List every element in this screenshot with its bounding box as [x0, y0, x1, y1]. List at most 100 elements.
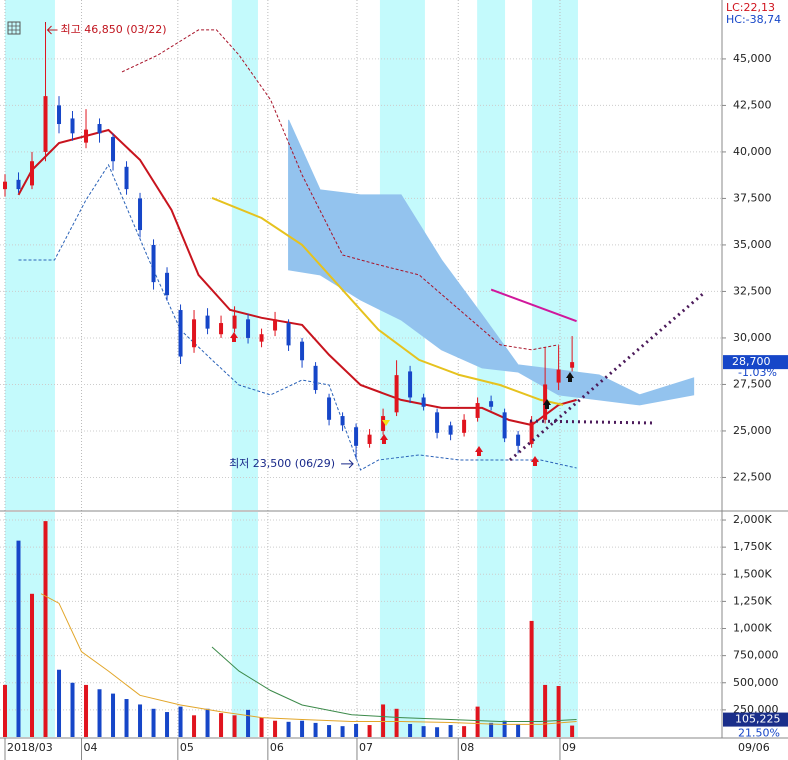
signal-arrow: [566, 372, 574, 382]
price-label: 28,700: [732, 355, 771, 368]
y-tick-label: 25,000: [733, 424, 772, 437]
y-tick-label: 32,500: [733, 284, 772, 297]
candle-body: [273, 319, 278, 331]
volume-bar: [327, 725, 332, 737]
buy-arrow: [230, 332, 238, 342]
volume-bar: [529, 620, 534, 737]
volume-bar: [97, 689, 102, 737]
volume-bar: [232, 715, 237, 737]
volume-bar: [151, 708, 156, 737]
volume-bar: [30, 593, 35, 737]
volume-bar: [219, 713, 224, 737]
change-label: -1.03%: [738, 366, 777, 379]
date-label: 09/06: [738, 741, 770, 754]
volume-bar: [57, 669, 62, 737]
candle-body: [529, 421, 534, 444]
volume-bar: [340, 726, 345, 737]
volume-bar: [124, 699, 129, 737]
candle-body: [354, 427, 359, 446]
volume-bar: [435, 727, 440, 737]
volume-bar: [192, 715, 197, 737]
volume-bar: [421, 726, 426, 737]
volume-bar: [570, 725, 575, 737]
y-tick-label: 1,750K: [733, 540, 772, 553]
candle-body: [97, 124, 102, 134]
y-tick-label: 2,000K: [733, 513, 772, 526]
volume-bar: [286, 721, 291, 737]
volume-bar: [556, 686, 561, 737]
volume-bar: [394, 708, 399, 737]
candle-body: [16, 179, 21, 190]
y-tick-label: 1,000K: [733, 622, 772, 635]
volume-bar: [543, 684, 548, 737]
volume-bar: [475, 706, 480, 737]
candle-body: [84, 129, 89, 143]
candle-body: [408, 371, 413, 398]
volume-bar: [381, 704, 386, 737]
volume-bar: [16, 540, 21, 737]
candle-body: [381, 416, 386, 431]
candle-body: [178, 310, 183, 357]
candle-body: [367, 434, 372, 444]
candle-body: [43, 96, 48, 152]
indicator-line: [211, 196, 564, 406]
volume-bar: [138, 704, 143, 737]
y-tick-label: 22,500: [733, 470, 772, 483]
volume-bar: [259, 717, 264, 737]
candle-body: [286, 323, 291, 346]
volume-bar: [489, 722, 494, 737]
candle-body: [57, 105, 62, 125]
volume-bar: [3, 684, 7, 737]
y-tick-label: 30,000: [733, 331, 772, 344]
signal-band: [477, 512, 506, 737]
candle-body: [138, 198, 143, 231]
volume-ma-line: [40, 593, 577, 725]
candle-body: [30, 161, 35, 186]
indicator-line: [17, 128, 577, 427]
candle-body: [435, 412, 440, 433]
candle-body: [205, 315, 210, 329]
trend-line: [509, 290, 706, 462]
candle-body: [300, 341, 305, 361]
y-tick-label: 45,000: [733, 52, 772, 65]
candle-body: [259, 334, 264, 342]
ratio-label: 21.50%: [738, 727, 780, 740]
low-arrow: [341, 459, 354, 469]
candle-body: [165, 272, 170, 296]
candle-body: [394, 375, 399, 413]
high-arrow: [46, 25, 58, 35]
chart-layer: [3, 24, 695, 737]
x-tick-label: 07: [359, 741, 373, 754]
volume-bar: [205, 708, 210, 737]
y-tick-label: 37,500: [733, 191, 772, 204]
volume-bar: [43, 521, 48, 737]
buy-arrow: [531, 456, 539, 466]
candle-body: [489, 401, 494, 407]
indicator-text: HC:-38,74: [726, 13, 781, 26]
candle-body: [556, 369, 561, 383]
signal-band: [477, 0, 506, 510]
buy-arrow: [475, 446, 483, 456]
candle-body: [516, 434, 521, 446]
y-tick-label: 1,500K: [733, 567, 772, 580]
menu-icon-grid: [8, 22, 20, 34]
ichimoku-cloud: [288, 119, 695, 406]
candle-body: [232, 315, 237, 329]
volume-bar: [448, 725, 453, 737]
indicator-text: LC:22,13: [726, 1, 775, 14]
y-tick-label: 42,500: [733, 98, 772, 111]
candle-body: [192, 319, 197, 348]
menu-icon[interactable]: [7, 21, 21, 35]
y-tick-label: 750,000: [733, 649, 779, 662]
volume-bar: [502, 720, 507, 737]
candle-body: [448, 425, 453, 435]
volume-bar: [408, 723, 413, 737]
candle-body: [502, 412, 507, 439]
volume-bar: [300, 720, 305, 737]
candle-body: [3, 181, 7, 190]
indicator-line: [18, 163, 577, 471]
candle-body: [475, 403, 480, 418]
candle-body: [313, 365, 318, 391]
label-layer: 2018/03 04 05 06 07 08 09 09/06 22,500 25,000 27,5…: [4, 1, 788, 760]
x-tick-label: 04: [84, 741, 98, 754]
